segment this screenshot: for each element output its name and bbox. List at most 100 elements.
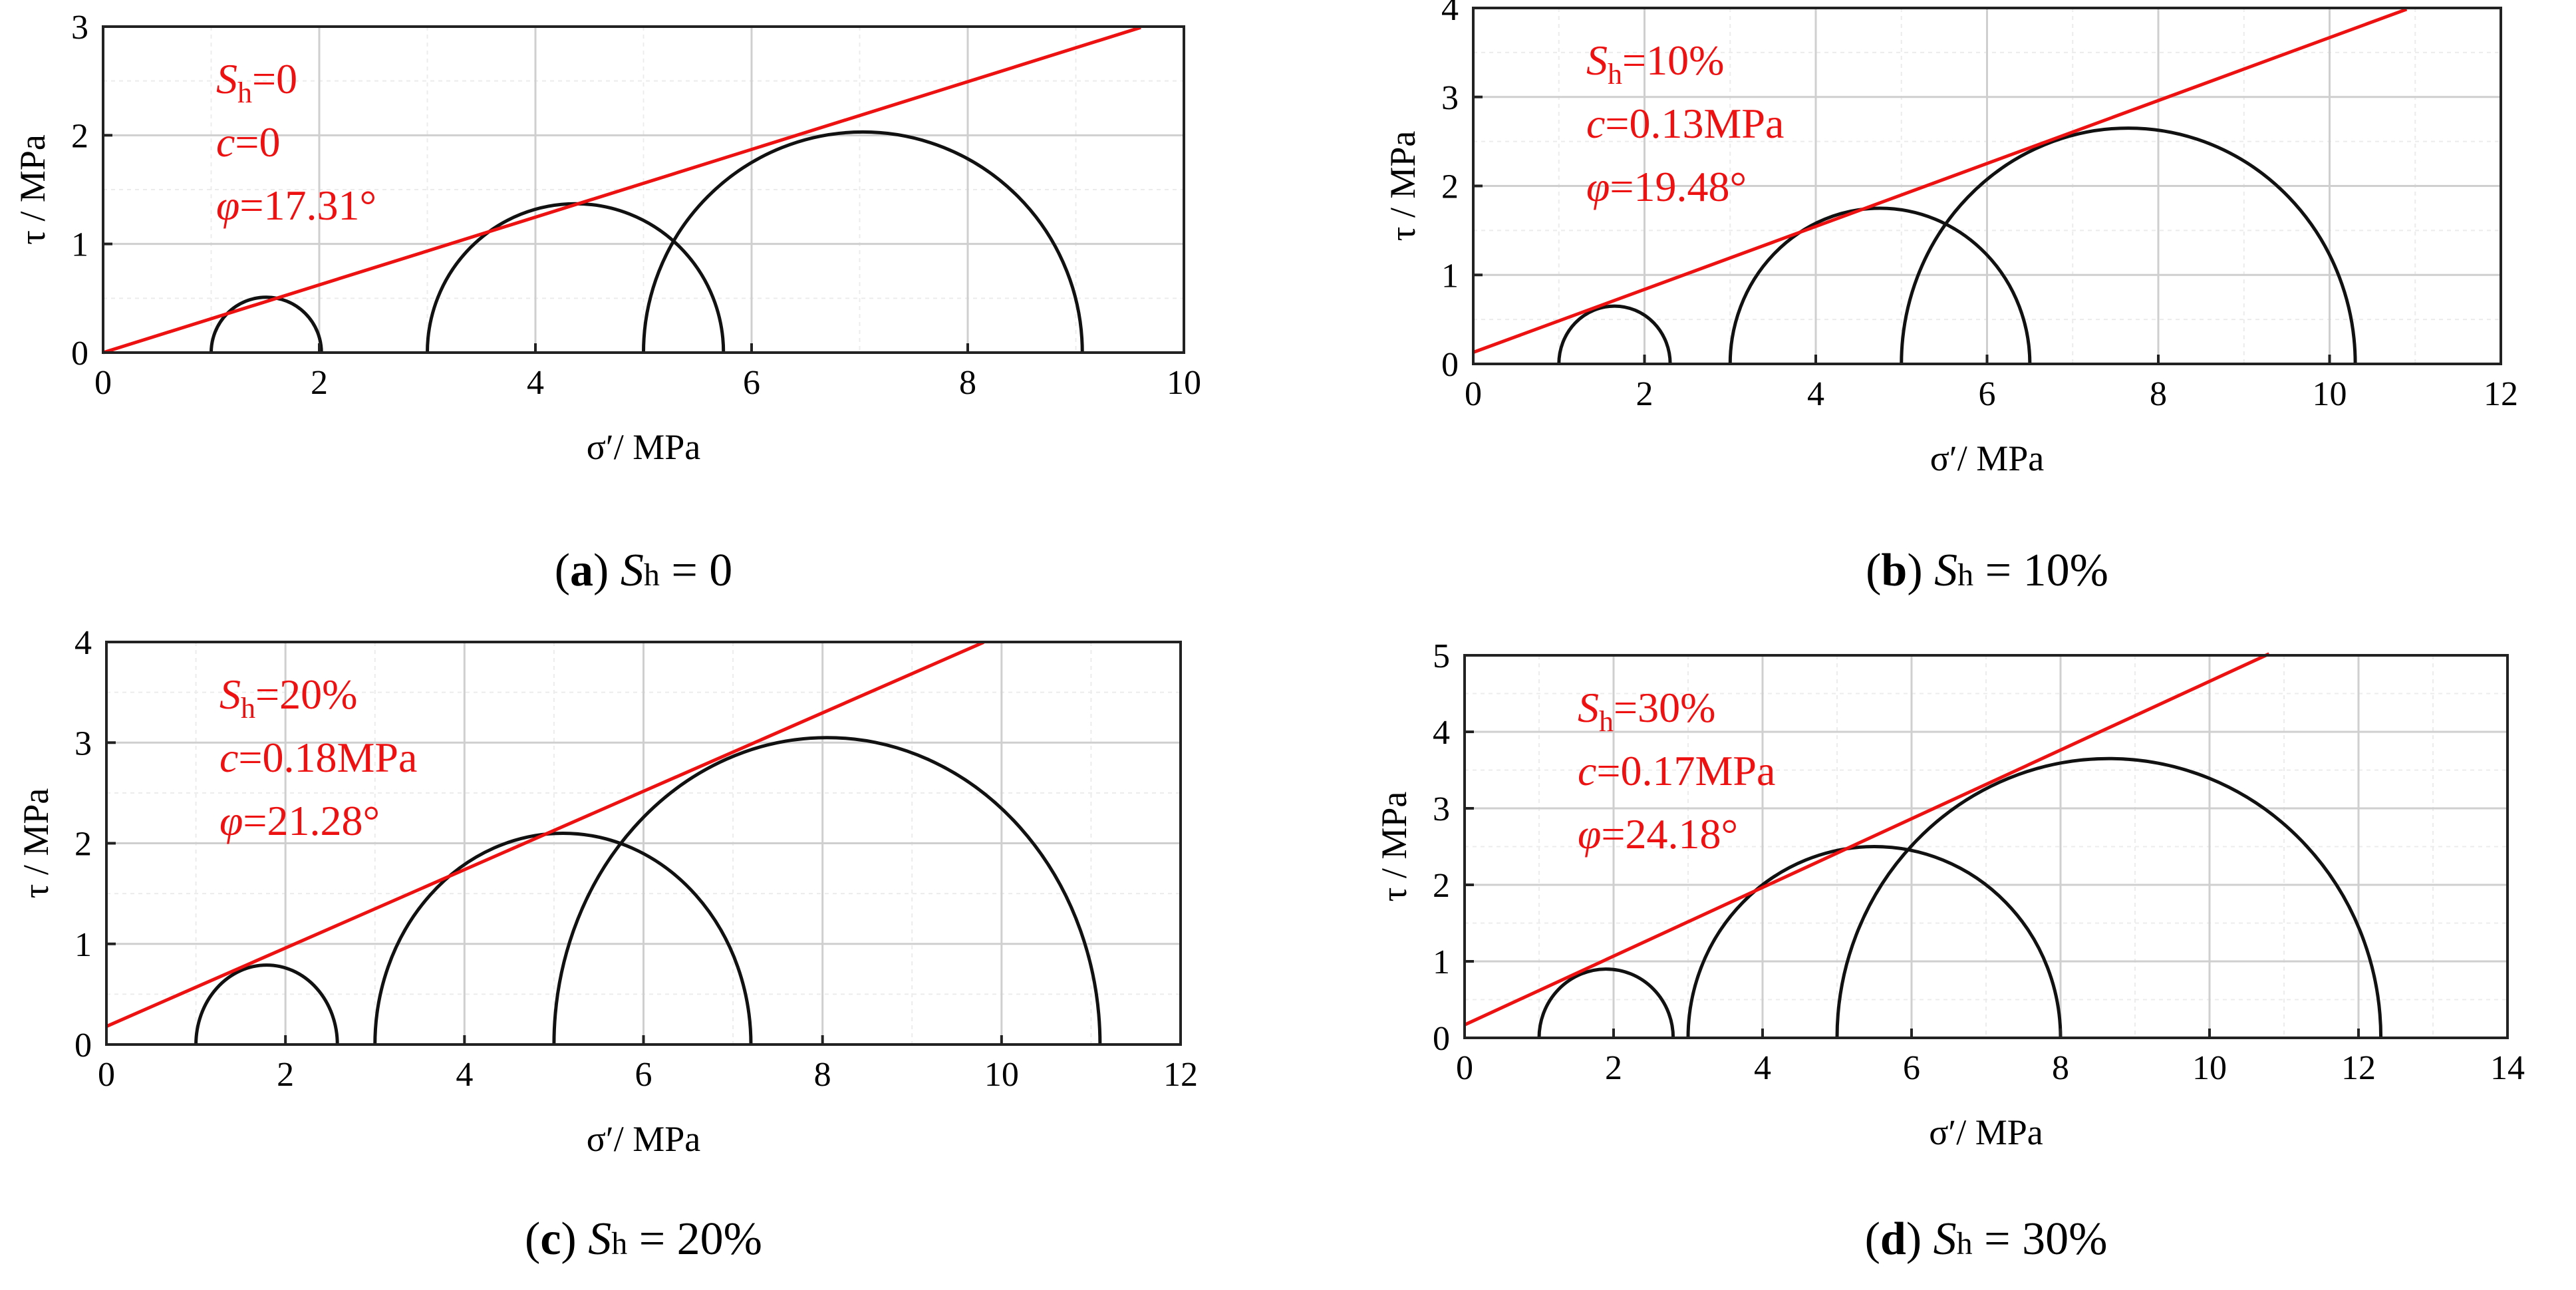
- y-tick-label: 0: [1441, 346, 1459, 384]
- annotation-sh: Sh=0: [216, 55, 297, 109]
- y-tick-label: 0: [71, 335, 88, 373]
- mohr-circle-1: [210, 295, 323, 353]
- annotation-sh: Sh=10%: [1586, 37, 1724, 90]
- x-tick-label: 2: [1605, 1049, 1622, 1087]
- y-tick-label: 4: [74, 624, 92, 662]
- x-tick-label: 4: [527, 364, 544, 402]
- x-tick-label: 8: [959, 364, 976, 402]
- y-tick-label: 0: [74, 1027, 92, 1064]
- x-tick-label: 8: [2150, 375, 2167, 413]
- panel-caption: (a) Sh = 0: [555, 545, 733, 596]
- panel-caption: (d) Sh = 30%: [1865, 1213, 2108, 1265]
- plot-frame: [102, 25, 1185, 354]
- x-tick-label: 14: [2490, 1049, 2525, 1087]
- chart-panel-a: 0 2 4 6 8 10 0 1 2 3 σ′/ MPa τ / MPa Sh=0 c=0 φ=17.31°…: [0, 0, 1264, 619]
- y-tick-label: 4: [1441, 0, 1459, 28]
- x-tick-label: 4: [1754, 1049, 1771, 1087]
- chart-panel-c: 0 2 4 6 8 10 12 0 1 2 3 4 σ′/ MPa τ / MPa Sh=20% c=0.18…: [0, 624, 1264, 1284]
- x-tick-label: 12: [2341, 1049, 2376, 1087]
- y-tick-label: 2: [74, 826, 92, 864]
- mohr-circle-2: [1686, 845, 2063, 1038]
- y-axis-title: τ / MPa: [1383, 131, 1423, 242]
- annotation-cohesion: c=0.17MPa: [1578, 747, 1775, 794]
- y-tick-label: 2: [1433, 867, 1450, 905]
- x-tick-label: 0: [1465, 375, 1482, 413]
- chart-panel-d: 0 2 4 6 8 10 12 14 0 1 2 3 4 5 σ′/ MPa τ / MPa Sh=30% c=0…: [1290, 629, 2574, 1284]
- x-tick-label: 8: [814, 1056, 831, 1094]
- x-tick-label: 2: [277, 1056, 294, 1094]
- axis-ticks: 0 2 4 6 8 10 0 1 2 3: [71, 9, 1201, 402]
- annotation-friction-angle: φ=24.18°: [1578, 810, 1738, 858]
- mohr-circle-3: [1835, 756, 2383, 1038]
- x-tick-label: 10: [984, 1056, 1019, 1094]
- panel-caption: (b) Sh = 10%: [1866, 545, 2108, 596]
- x-axis-title: σ′/ MPa: [1930, 438, 2044, 478]
- y-tick-label: 1: [74, 926, 92, 964]
- mohr-circle-1: [1537, 967, 1675, 1038]
- y-axis-title: τ / MPa: [13, 134, 53, 245]
- x-tick-label: 6: [1903, 1049, 1920, 1087]
- mohr-circle-3: [552, 736, 1102, 1045]
- mohr-circles: [210, 130, 1084, 353]
- x-tick-label: 10: [2313, 375, 2347, 413]
- annotation-cohesion: c=0: [216, 118, 281, 166]
- x-tick-label: 4: [456, 1056, 473, 1094]
- x-tick-label: 0: [98, 1056, 115, 1094]
- chart-panel-b: 0 2 4 6 8 10 12 0 1 2 3 4 σ′/ MPa τ / MPa Sh=10% c=0.13…: [1290, 0, 2574, 619]
- mohr-circle-1: [1557, 304, 1672, 364]
- mohr-circles: [194, 736, 1102, 1045]
- x-tick-label: 4: [1807, 375, 1824, 413]
- y-tick-label: 3: [71, 9, 88, 47]
- panel-caption: (c) Sh = 20%: [525, 1213, 762, 1265]
- x-tick-label: 2: [1636, 375, 1653, 413]
- failure-envelope: [1473, 7, 2408, 354]
- annotation-friction-angle: φ=21.28°: [219, 797, 380, 844]
- mohr-circles: [1537, 756, 2383, 1038]
- annotation-friction-angle: φ=19.48°: [1586, 163, 1747, 210]
- x-tick-label: 8: [2052, 1049, 2069, 1087]
- chart-a: 0 2 4 6 8 10 0 1 2 3 σ′/ MPa τ / MPa Sh=0 c=0 φ=17.31°…: [13, 9, 1201, 596]
- y-axis-title: τ / MPa: [1374, 792, 1414, 902]
- annotation-friction-angle: φ=17.31°: [216, 182, 376, 229]
- x-tick-label: 12: [1163, 1056, 1198, 1094]
- mohr-circle-3: [1900, 126, 2357, 364]
- x-axis-title: σ′/ MPa: [587, 427, 700, 467]
- plot-frame: [1463, 654, 2509, 1039]
- x-tick-label: 0: [94, 364, 112, 402]
- failure-envelope: [102, 25, 1141, 355]
- mohr-circle-3: [642, 130, 1084, 353]
- x-tick-label: 2: [311, 364, 328, 402]
- annotation-cohesion: c=0.18MPa: [219, 734, 417, 781]
- y-tick-label: 1: [1433, 943, 1450, 981]
- y-tick-label: 3: [74, 725, 92, 762]
- mohr-circles: [1557, 126, 2357, 364]
- y-tick-label: 0: [1433, 1020, 1450, 1058]
- x-tick-label: 0: [1456, 1049, 1473, 1087]
- x-tick-label: 6: [1979, 375, 1996, 413]
- x-tick-label: 12: [2484, 375, 2518, 413]
- x-tick-label: 10: [2192, 1049, 2227, 1087]
- y-tick-label: 1: [71, 226, 88, 264]
- y-tick-label: 5: [1433, 637, 1450, 675]
- x-axis-title: σ′/ MPa: [587, 1119, 700, 1159]
- x-tick-label: 10: [1167, 364, 1201, 402]
- mohr-circle-2: [426, 202, 726, 353]
- mohr-circle-2: [1728, 206, 2032, 364]
- x-tick-label: 6: [635, 1056, 652, 1094]
- annotation-cohesion: c=0.13MPa: [1586, 100, 1784, 147]
- y-tick-label: 1: [1441, 257, 1459, 295]
- x-tick-label: 6: [743, 364, 760, 402]
- y-tick-label: 2: [1441, 168, 1459, 206]
- x-axis-title: σ′/ MPa: [1929, 1112, 2043, 1152]
- y-tick-label: 4: [1433, 714, 1450, 752]
- failure-envelope: [105, 641, 984, 1029]
- annotation-sh: Sh=30%: [1578, 684, 1715, 738]
- annotation-sh: Sh=20%: [219, 671, 357, 725]
- y-tick-label: 3: [1433, 790, 1450, 828]
